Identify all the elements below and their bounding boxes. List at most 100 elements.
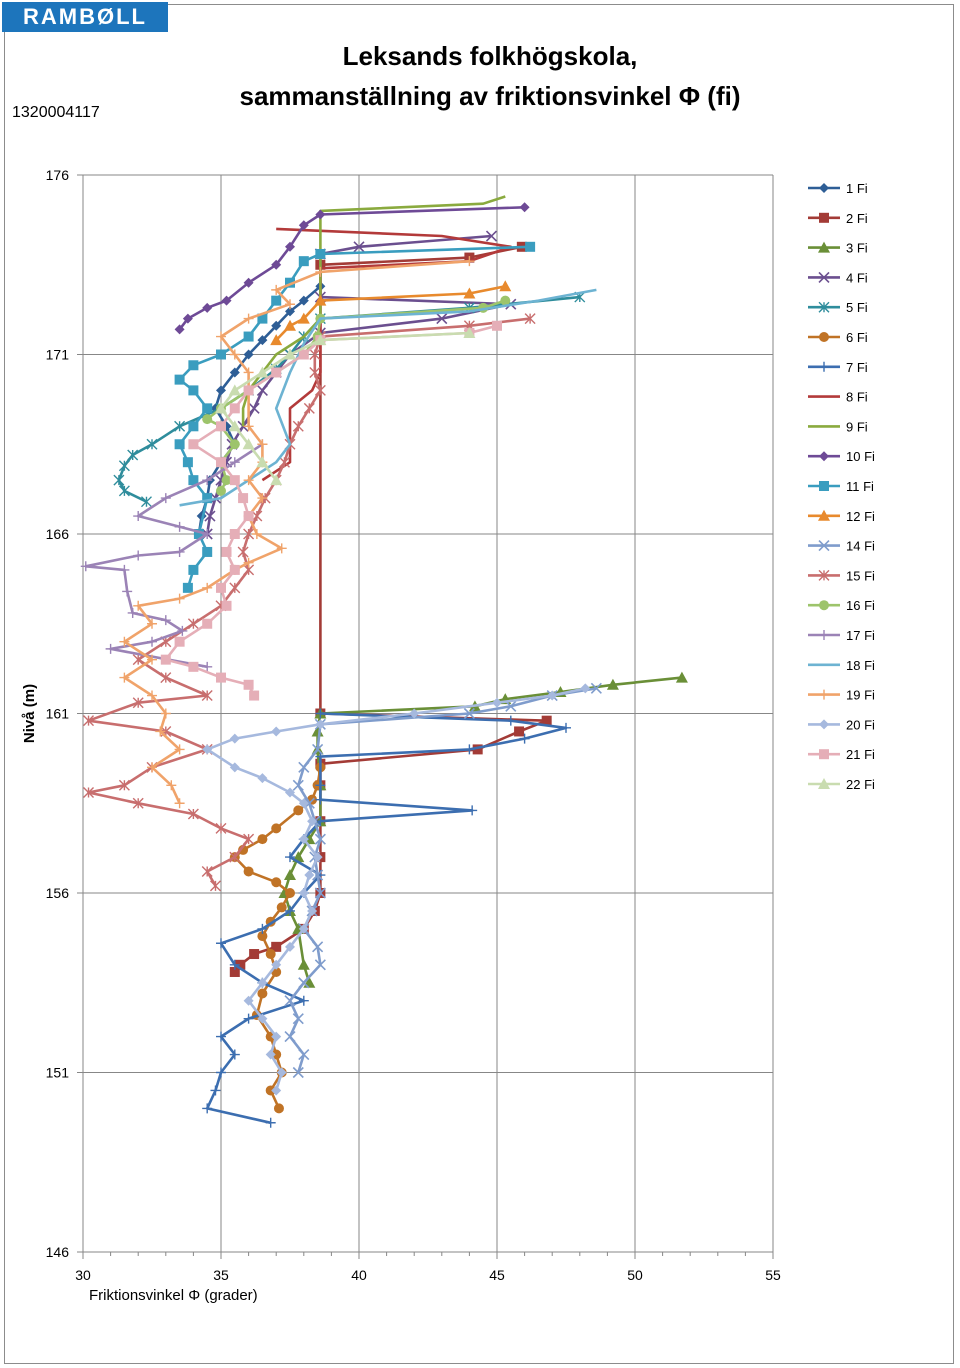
data-point (202, 744, 213, 755)
data-point (273, 1103, 284, 1114)
data-point (819, 481, 829, 491)
data-point (182, 582, 193, 593)
data-point (285, 306, 295, 317)
legend-label: 9 Fi (846, 419, 868, 434)
data-point (285, 277, 295, 288)
data-point (182, 457, 193, 468)
data-point (216, 331, 226, 342)
data-point (188, 439, 199, 450)
data-point (174, 374, 185, 385)
data-point (202, 529, 213, 539)
data-point (292, 1013, 304, 1025)
y-tick-label: 166 (46, 526, 70, 542)
data-point (251, 529, 262, 539)
data-point (492, 697, 502, 708)
data-point (285, 905, 295, 916)
data-point (216, 349, 226, 360)
data-point (187, 618, 199, 630)
y-tick-label: 161 (46, 706, 70, 722)
data-point (243, 475, 254, 486)
data-point (202, 302, 213, 313)
data-point (243, 866, 254, 877)
x-tick-label: 40 (351, 1267, 367, 1283)
grid-lines (83, 174, 774, 1252)
legend-item: 12 Fi (808, 509, 875, 524)
data-point (243, 557, 254, 568)
data-point (819, 630, 829, 640)
data-point (209, 880, 221, 892)
legend-label: 16 Fi (846, 598, 875, 613)
legend-item: 9 Fi (808, 419, 868, 434)
data-point (315, 794, 326, 805)
series-7-fi (202, 708, 571, 1128)
data-point (202, 546, 213, 557)
x-axis-label: Friktionsvinkel Φ (grader) (89, 1287, 258, 1304)
data-point (298, 1048, 310, 1061)
data-point (147, 762, 157, 773)
data-point (314, 334, 327, 346)
data-point (229, 564, 240, 575)
data-point (174, 798, 185, 809)
data-point (201, 865, 213, 877)
data-point (201, 690, 213, 702)
legend-item: 7 Fi (808, 360, 868, 375)
data-point (285, 852, 295, 863)
data-point (238, 493, 249, 504)
data-point (127, 449, 139, 461)
data-point (519, 202, 530, 213)
data-point (243, 331, 254, 342)
data-point (293, 805, 304, 816)
data-point (243, 995, 254, 1006)
series-line (117, 295, 580, 503)
data-point (271, 284, 282, 295)
data-point (238, 844, 249, 855)
legend-label: 15 Fi (846, 568, 875, 583)
series-line (164, 324, 498, 697)
series-17-fi (80, 439, 268, 672)
page-title: Leksands folkhögskola, sammanställning a… (200, 36, 780, 116)
y-tick-label: 146 (46, 1244, 70, 1260)
data-point (119, 636, 130, 647)
data-point (818, 241, 830, 253)
data-point (188, 661, 199, 672)
data-point (278, 456, 290, 468)
legend-label: 8 Fi (846, 390, 868, 405)
data-point (133, 550, 144, 561)
page-frame (4, 4, 954, 1364)
data-point (819, 600, 829, 611)
data-point (174, 593, 185, 604)
data-point (307, 905, 318, 916)
series-20-fi (202, 683, 591, 1096)
data-point (257, 773, 268, 784)
data-point (118, 460, 130, 472)
series-line (288, 687, 597, 1073)
data-point (276, 902, 287, 913)
data-point (541, 715, 552, 726)
data-point (285, 241, 295, 252)
data-point (298, 923, 309, 934)
data-point (314, 959, 326, 971)
data-point (174, 324, 185, 335)
data-point (216, 485, 226, 496)
data-point (436, 313, 448, 325)
data-point (216, 385, 226, 396)
data-point (472, 744, 483, 755)
data-point (315, 266, 326, 277)
title-line-1: Leksands folkhögskola, (342, 41, 638, 71)
data-point (229, 367, 240, 378)
data-point (292, 420, 304, 432)
legend-item: 2 Fi (808, 211, 868, 226)
series-line (178, 206, 525, 331)
data-point (243, 1013, 254, 1024)
data-point (464, 256, 475, 267)
data-point (819, 361, 829, 372)
data-point (463, 326, 476, 338)
data-point (221, 546, 232, 557)
data-point (312, 941, 324, 953)
data-point (298, 888, 309, 898)
data-point (202, 618, 213, 629)
data-point (309, 366, 321, 378)
series-line (233, 245, 548, 973)
axes: 146 151 156 161 166 171 176 30 35 40 45 50 55 (46, 167, 781, 1283)
